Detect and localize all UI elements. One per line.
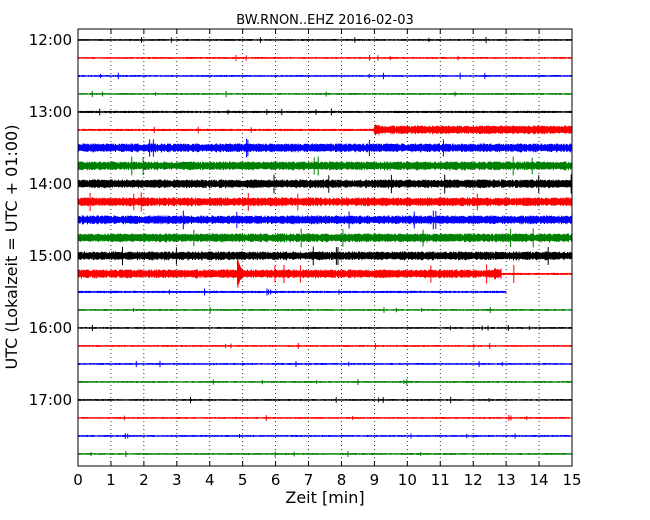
trace-1445 [77, 228, 573, 248]
trace-1245 [77, 90, 573, 98]
trace-1600 [77, 324, 573, 332]
trace-1700 [77, 396, 573, 404]
trace-1415 [77, 192, 573, 212]
x-tick-label: 7 [304, 471, 314, 489]
trace-1715 [77, 414, 573, 422]
x-tick-label: 4 [205, 471, 215, 489]
x-tick-label: 11 [431, 471, 450, 489]
y-tick-label: 13:00 [29, 103, 72, 121]
trace-1545 [77, 306, 573, 314]
x-tick-label: 6 [271, 471, 281, 489]
trace-1430 [77, 210, 573, 230]
y-axis: 12:00 13:00 14:00 15:00 16:00 17:00 [29, 31, 572, 409]
y-axis-label: UTC (Lokalzeit = UTC + 01:00) [2, 125, 21, 370]
x-tick-label: 10 [398, 471, 417, 489]
seismic-traces [77, 36, 573, 458]
trace-1515 [77, 259, 573, 288]
trace-1615 [77, 342, 573, 350]
x-tick-label: 0 [73, 471, 83, 489]
trace-1230 [77, 72, 573, 80]
trace-1730 [77, 433, 573, 439]
y-tick-label: 14:00 [29, 175, 72, 193]
trace-1500 [77, 246, 573, 266]
x-tick-label: 2 [139, 471, 149, 489]
x-tick-label: 15 [562, 471, 581, 489]
x-tick-label: 1 [106, 471, 116, 489]
trace-1200 [77, 36, 573, 44]
trace-1645 [77, 378, 573, 386]
x-tick-label: 14 [530, 471, 549, 489]
x-tick-label: 3 [172, 471, 182, 489]
trace-1315 [77, 124, 573, 136]
y-tick-label: 12:00 [29, 31, 72, 49]
x-axis: 0 1 2 3 4 5 6 7 8 9 10 11 12 13 14 15 [73, 29, 582, 489]
x-axis-label: Zeit [min] [285, 488, 364, 507]
trace-1345 [77, 156, 573, 176]
x-tick-label: 5 [238, 471, 248, 489]
x-tick-label: 8 [337, 471, 347, 489]
x-tick-label: 13 [497, 471, 516, 489]
plot-frame [77, 28, 573, 467]
trace-1400 [77, 174, 573, 194]
trace-1745 [77, 450, 573, 458]
x-tick-label: 9 [370, 471, 380, 489]
y-tick-label: 15:00 [29, 247, 72, 265]
minute-gridlines [110, 29, 540, 466]
x-tick-label: 12 [464, 471, 483, 489]
trace-1300 [77, 108, 573, 116]
trace-1630 [77, 360, 573, 368]
chart-title: BW.RNON..EHZ 2016-02-03 [236, 13, 414, 28]
trace-1330 [77, 138, 573, 158]
y-tick-label: 16:00 [29, 319, 72, 337]
trace-1215 [77, 54, 573, 62]
trace-1530 [77, 288, 507, 296]
y-tick-label: 17:00 [29, 391, 72, 409]
